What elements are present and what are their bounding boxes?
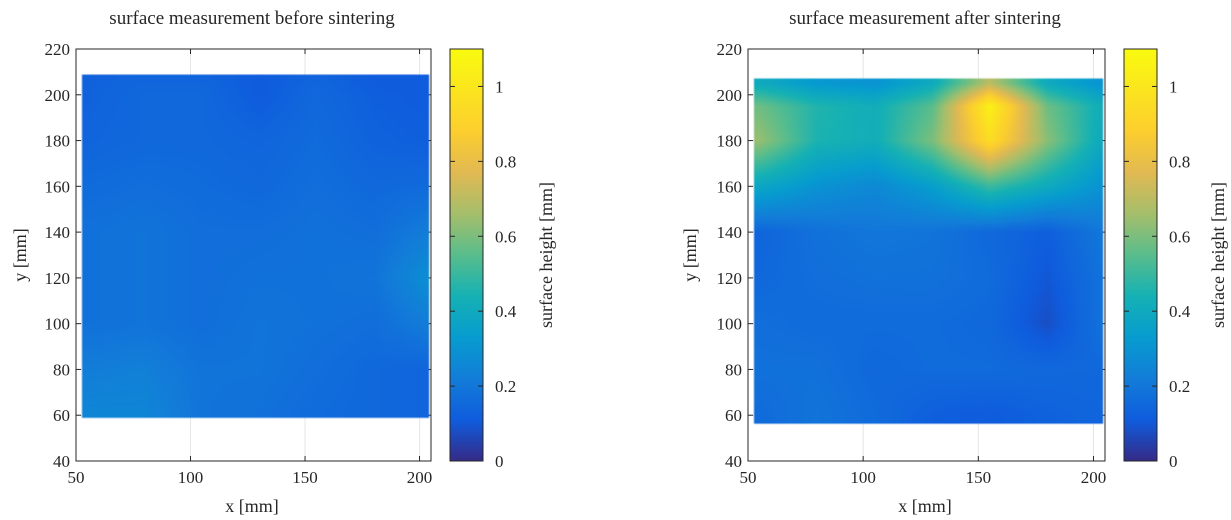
colorbar-tick-label: 0.8 [1169, 152, 1190, 171]
y-tick-label: 220 [717, 40, 743, 59]
x-tick-label: 100 [850, 468, 876, 487]
y-tick-label: 100 [717, 315, 743, 334]
x-tick-label: 150 [966, 468, 992, 487]
colorbar-tick-label: 1 [1169, 77, 1178, 96]
x-tick-label: 200 [407, 468, 433, 487]
y-tick-label: 60 [53, 406, 70, 425]
colorbar-tick-label: 1 [495, 77, 504, 96]
x-axis-label: x [mm] [898, 496, 952, 516]
y-tick-label: 40 [53, 452, 70, 471]
y-tick-label: 160 [717, 177, 743, 196]
plot-frame [747, 48, 1106, 462]
colorbar [449, 48, 484, 462]
x-tick-label: 100 [178, 468, 204, 487]
y-tick-label: 220 [45, 40, 71, 59]
y-axis-label: y [mm] [10, 228, 30, 282]
x-tick-label: 50 [740, 468, 757, 487]
y-tick-label: 120 [45, 269, 71, 288]
y-tick-label: 160 [45, 177, 71, 196]
panel-before: surface measurement before sintering 50 1… [10, 8, 556, 516]
y-tick-label: 60 [725, 406, 742, 425]
colorbar-tick-label: 0 [1169, 452, 1178, 471]
plot-frame [75, 48, 432, 462]
x-tick-label: 200 [1081, 468, 1107, 487]
colorbar-ticks: 0 0.2 0.4 0.6 0.8 1 [1124, 77, 1191, 471]
colorbar-tick-label: 0.6 [495, 227, 516, 246]
y-tick-label: 140 [45, 223, 71, 242]
heatmap-surface [748, 49, 1105, 461]
y-tick-label: 200 [45, 86, 71, 105]
colorbar-tick-label: 0.2 [495, 377, 516, 396]
y-tick-label: 80 [53, 360, 70, 379]
x-tick-label: 150 [292, 468, 318, 487]
colorbar-ticks: 0 0.2 0.4 0.6 0.8 1 [450, 77, 517, 471]
x-axis-label: x [mm] [225, 496, 279, 516]
colorbar-tick-label: 0.4 [495, 302, 517, 321]
colorbar-tick-label: 0.2 [1169, 377, 1190, 396]
y-tick-label: 180 [717, 132, 743, 151]
y-tick-label: 100 [45, 315, 71, 334]
y-axis-label: y [mm] [680, 228, 700, 282]
panel-title: surface measurement after sintering [789, 8, 1061, 29]
colorbar-tick-label: 0.6 [1169, 227, 1190, 246]
colorbar-label: surface height [mm] [536, 182, 556, 328]
x-tick-label: 50 [68, 468, 85, 487]
panel-title: surface measurement before sintering [109, 8, 395, 29]
panel-after: surface measurement after sintering 50 10… [680, 8, 1228, 516]
colorbar-tick-label: 0.8 [495, 152, 516, 171]
y-tick-label: 180 [45, 132, 71, 151]
y-tick-label: 120 [717, 269, 743, 288]
y-tick-label: 80 [725, 360, 742, 379]
colorbar-tick-label: 0 [495, 452, 504, 471]
colorbar-label: surface height [mm] [1208, 182, 1228, 328]
colorbar-tick-label: 0.4 [1169, 302, 1191, 321]
y-tick-label: 140 [717, 223, 743, 242]
colorbar [1123, 48, 1158, 462]
y-tick-label: 40 [725, 452, 742, 471]
heatmap-surface [76, 49, 431, 461]
y-tick-label: 200 [717, 86, 743, 105]
